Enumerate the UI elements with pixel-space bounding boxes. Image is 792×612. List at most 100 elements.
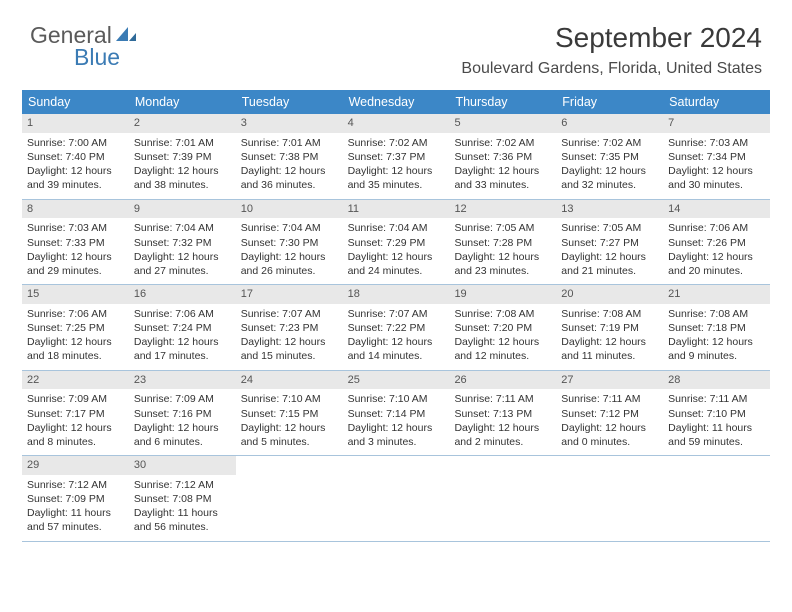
day-info-d2: and 2 minutes.: [449, 435, 556, 449]
dow-header-wednesday: Wednesday: [343, 90, 450, 114]
day-info-ss: Sunset: 7:13 PM: [449, 407, 556, 421]
day-number: 15: [22, 285, 129, 304]
day-cell: [449, 456, 556, 541]
day-number: 14: [663, 200, 770, 219]
day-info-d1: Daylight: 12 hours: [236, 335, 343, 349]
day-number: 19: [449, 285, 556, 304]
day-info-d2: and 6 minutes.: [129, 435, 236, 449]
day-cell: 23Sunrise: 7:09 AMSunset: 7:16 PMDayligh…: [129, 371, 236, 456]
day-info-ss: Sunset: 7:18 PM: [663, 321, 770, 335]
day-info-sr: Sunrise: 7:06 AM: [22, 307, 129, 321]
day-info-ss: Sunset: 7:29 PM: [343, 236, 450, 250]
day-info-d2: and 29 minutes.: [22, 264, 129, 278]
day-cell: 16Sunrise: 7:06 AMSunset: 7:24 PMDayligh…: [129, 285, 236, 370]
week-row: 29Sunrise: 7:12 AMSunset: 7:09 PMDayligh…: [22, 456, 770, 542]
dow-header-friday: Friday: [556, 90, 663, 114]
day-number: 29: [22, 456, 129, 475]
day-cell: [556, 456, 663, 541]
day-info-d1: Daylight: 12 hours: [556, 335, 663, 349]
day-info-d1: Daylight: 12 hours: [449, 164, 556, 178]
day-info-d1: Daylight: 12 hours: [343, 250, 450, 264]
day-cell: [343, 456, 450, 541]
day-cell: 10Sunrise: 7:04 AMSunset: 7:30 PMDayligh…: [236, 200, 343, 285]
day-info-sr: Sunrise: 7:12 AM: [129, 478, 236, 492]
day-cell: 13Sunrise: 7:05 AMSunset: 7:27 PMDayligh…: [556, 200, 663, 285]
day-number: 8: [22, 200, 129, 219]
day-info-d2: and 5 minutes.: [236, 435, 343, 449]
day-cell: 26Sunrise: 7:11 AMSunset: 7:13 PMDayligh…: [449, 371, 556, 456]
day-info-d2: and 35 minutes.: [343, 178, 450, 192]
dow-header-tuesday: Tuesday: [236, 90, 343, 114]
day-info-d1: Daylight: 12 hours: [22, 421, 129, 435]
day-cell: 18Sunrise: 7:07 AMSunset: 7:22 PMDayligh…: [343, 285, 450, 370]
day-number: 21: [663, 285, 770, 304]
logo-sail-icon: [114, 25, 138, 43]
day-number: 24: [236, 371, 343, 390]
day-info-d2: and 27 minutes.: [129, 264, 236, 278]
day-info-d2: and 32 minutes.: [556, 178, 663, 192]
day-info-d1: Daylight: 12 hours: [343, 421, 450, 435]
dow-header-monday: Monday: [129, 90, 236, 114]
day-info-d1: Daylight: 12 hours: [129, 421, 236, 435]
day-info-d2: and 21 minutes.: [556, 264, 663, 278]
day-info-d2: and 15 minutes.: [236, 349, 343, 363]
day-info-sr: Sunrise: 7:04 AM: [343, 221, 450, 235]
day-info-ss: Sunset: 7:32 PM: [129, 236, 236, 250]
day-info-ss: Sunset: 7:30 PM: [236, 236, 343, 250]
day-info-d1: Daylight: 12 hours: [22, 164, 129, 178]
day-number: 16: [129, 285, 236, 304]
day-info-ss: Sunset: 7:09 PM: [22, 492, 129, 506]
day-info-d2: and 11 minutes.: [556, 349, 663, 363]
day-info-sr: Sunrise: 7:08 AM: [663, 307, 770, 321]
day-info-sr: Sunrise: 7:07 AM: [343, 307, 450, 321]
day-info-d1: Daylight: 12 hours: [556, 250, 663, 264]
day-info-ss: Sunset: 7:20 PM: [449, 321, 556, 335]
day-info-d2: and 9 minutes.: [663, 349, 770, 363]
day-number: 28: [663, 371, 770, 390]
day-info-d1: Daylight: 12 hours: [556, 164, 663, 178]
day-number: 17: [236, 285, 343, 304]
day-number: 2: [129, 114, 236, 133]
day-info-ss: Sunset: 7:23 PM: [236, 321, 343, 335]
day-info-d1: Daylight: 12 hours: [556, 421, 663, 435]
day-cell: 15Sunrise: 7:06 AMSunset: 7:25 PMDayligh…: [22, 285, 129, 370]
day-info-d2: and 8 minutes.: [22, 435, 129, 449]
day-cell: [236, 456, 343, 541]
day-info-d2: and 36 minutes.: [236, 178, 343, 192]
day-info-sr: Sunrise: 7:02 AM: [343, 136, 450, 150]
day-info-d1: Daylight: 12 hours: [129, 250, 236, 264]
day-cell: 17Sunrise: 7:07 AMSunset: 7:23 PMDayligh…: [236, 285, 343, 370]
day-info-sr: Sunrise: 7:06 AM: [663, 221, 770, 235]
day-info-sr: Sunrise: 7:01 AM: [236, 136, 343, 150]
day-info-d2: and 30 minutes.: [663, 178, 770, 192]
day-cell: 30Sunrise: 7:12 AMSunset: 7:08 PMDayligh…: [129, 456, 236, 541]
day-info-ss: Sunset: 7:38 PM: [236, 150, 343, 164]
day-info-d2: and 3 minutes.: [343, 435, 450, 449]
day-info-d2: and 12 minutes.: [449, 349, 556, 363]
day-info-ss: Sunset: 7:12 PM: [556, 407, 663, 421]
day-number: 18: [343, 285, 450, 304]
day-info-sr: Sunrise: 7:05 AM: [556, 221, 663, 235]
day-info-d2: and 17 minutes.: [129, 349, 236, 363]
day-info-d1: Daylight: 12 hours: [449, 421, 556, 435]
day-info-d2: and 56 minutes.: [129, 520, 236, 534]
day-cell: 1Sunrise: 7:00 AMSunset: 7:40 PMDaylight…: [22, 114, 129, 199]
day-cell: 7Sunrise: 7:03 AMSunset: 7:34 PMDaylight…: [663, 114, 770, 199]
day-info-ss: Sunset: 7:08 PM: [129, 492, 236, 506]
day-info-d1: Daylight: 12 hours: [129, 164, 236, 178]
day-info-ss: Sunset: 7:10 PM: [663, 407, 770, 421]
day-info-d1: Daylight: 12 hours: [22, 335, 129, 349]
day-cell: 11Sunrise: 7:04 AMSunset: 7:29 PMDayligh…: [343, 200, 450, 285]
day-info-ss: Sunset: 7:19 PM: [556, 321, 663, 335]
day-info-d2: and 24 minutes.: [343, 264, 450, 278]
header: September 2024 Boulevard Gardens, Florid…: [461, 22, 762, 78]
day-number: 27: [556, 371, 663, 390]
day-cell: 5Sunrise: 7:02 AMSunset: 7:36 PMDaylight…: [449, 114, 556, 199]
day-info-ss: Sunset: 7:16 PM: [129, 407, 236, 421]
day-number: 6: [556, 114, 663, 133]
day-info-d1: Daylight: 12 hours: [129, 335, 236, 349]
day-info-d1: Daylight: 12 hours: [663, 250, 770, 264]
day-cell: [663, 456, 770, 541]
week-row: 1Sunrise: 7:00 AMSunset: 7:40 PMDaylight…: [22, 114, 770, 200]
day-cell: 9Sunrise: 7:04 AMSunset: 7:32 PMDaylight…: [129, 200, 236, 285]
